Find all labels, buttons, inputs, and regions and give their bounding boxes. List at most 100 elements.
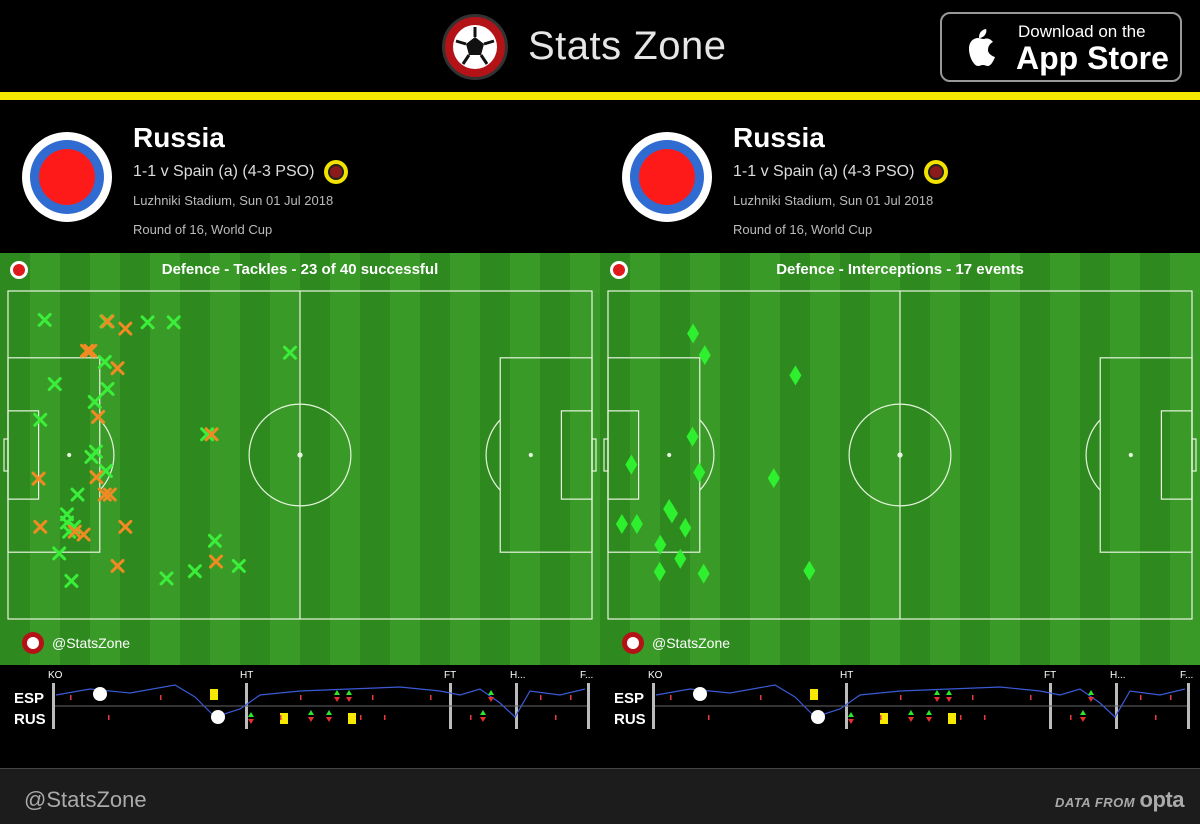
interception-mark [654, 534, 667, 555]
competition-badge-icon [924, 160, 948, 184]
pitch-lines [3, 290, 597, 620]
event-tick [670, 695, 672, 700]
interception-mark [615, 513, 628, 534]
timeline-chart: KO HT FT H... F... ESP RUS [14, 670, 593, 729]
interception-mark [686, 426, 699, 447]
sub-off-icon [1080, 717, 1086, 722]
centre-spot [897, 452, 903, 458]
yellow-card-rus-icon [280, 713, 288, 724]
penalty-area-right [1099, 357, 1193, 553]
yellow-divider [0, 92, 1200, 100]
event-tick [384, 715, 386, 720]
timeline-period-divider [1187, 683, 1190, 729]
timeline-momentum-line [655, 684, 1186, 718]
sub-on-icon [488, 690, 494, 695]
timeline-label: FT [444, 670, 456, 681]
tackle-fail-mark [33, 519, 48, 534]
sub-off-icon [934, 697, 940, 702]
penalty-arc-right [485, 419, 501, 491]
panel-interceptions: Russia 1-1 v Spain (a) (4-3 PSO) Luzhnik… [600, 100, 1200, 768]
tackle-fail-mark [118, 321, 133, 336]
match-round: Round of 16, World Cup [733, 222, 873, 237]
interception-mark [693, 462, 706, 483]
sub-off-icon [848, 719, 854, 724]
goal-left [603, 438, 609, 472]
tackle-fail-mark [31, 471, 46, 486]
stats-zone-small-icon [622, 632, 644, 654]
timeline-team-esp: ESP [14, 690, 44, 707]
sub-on-icon [946, 690, 952, 695]
match-result: 1-1 v Spain (a) (4-3 PSO) [133, 163, 315, 180]
sub-off-icon [334, 697, 340, 702]
data-provider: DATA FROM opta [1055, 787, 1184, 813]
data-from-label: DATA FROM [1055, 795, 1136, 810]
app-store-line2: App Store [1016, 40, 1169, 76]
apple-icon [969, 29, 995, 66]
footer-handle: @StatsZone [24, 787, 147, 812]
sub-off-icon [346, 697, 352, 702]
sub-on-icon [480, 710, 486, 715]
event-tick [1070, 715, 1072, 720]
panel-tackles: Russia 1-1 v Spain (a) (4-3 PSO) Luzhnik… [0, 100, 600, 768]
tackle-success-mark [231, 558, 246, 573]
goal-right [1191, 438, 1197, 472]
penalty-arc-left [99, 419, 115, 491]
footer: @StatsZone DATA FROM opta [0, 768, 1200, 824]
opta-logo: opta [1139, 787, 1185, 812]
sub-on-icon [346, 690, 352, 695]
tackle-success-mark [159, 571, 174, 586]
event-tick [960, 715, 962, 720]
sub-on-icon [334, 690, 340, 695]
goal-esp-icon [693, 687, 707, 701]
tackle-fail-mark [100, 314, 115, 329]
app-store-line1: Download on the [1018, 22, 1146, 41]
sub-on-icon [848, 712, 854, 717]
match-result: 1-1 v Spain (a) (4-3 PSO) [733, 163, 915, 180]
goal-left [3, 438, 9, 472]
timeline-label: H... [510, 670, 526, 681]
tackle-success-mark [187, 564, 202, 579]
stats-zone-logo-icon [442, 14, 508, 80]
event-tick [1030, 695, 1032, 700]
goal-area-right [1160, 410, 1193, 500]
event-tick [360, 715, 362, 720]
match-venue: Luzhniki Stadium, Sun 01 Jul 2018 [733, 193, 934, 208]
tackle-success-mark [47, 377, 62, 392]
tackle-success-mark [140, 315, 155, 330]
event-tick [972, 695, 974, 700]
tackle-success-mark [282, 345, 297, 360]
sub-off-icon [946, 697, 952, 702]
interception-mark [803, 560, 816, 581]
event-tick [280, 715, 282, 720]
event-tick [900, 695, 902, 700]
goal-rus-icon [811, 710, 825, 724]
timeline-momentum-line [55, 684, 586, 718]
app-store-button[interactable]: Download on the App Store [940, 12, 1182, 82]
event-tick [880, 715, 882, 720]
yellow-card-rus-icon [880, 713, 888, 724]
yellow-card-rus-icon [348, 713, 356, 724]
interception-mark [625, 454, 638, 475]
timeline-team-rus: RUS [614, 711, 646, 728]
match-timeline: KO HT FT H... F... ESP RUS [600, 665, 1200, 768]
tackle-fail-mark [83, 343, 98, 358]
pitch-title: Defence - Tackles - 23 of 40 successful [161, 261, 439, 278]
tackle-fail-mark [76, 527, 91, 542]
timeline-label: F... [580, 670, 593, 681]
tackle-fail-mark [89, 470, 104, 485]
goal-area-right [560, 410, 593, 500]
penalty-spot-right [1128, 452, 1133, 458]
sub-on-icon [1080, 710, 1086, 715]
timeline-team-esp: ESP [614, 690, 644, 707]
tackle-success-mark [37, 312, 52, 327]
timeline-period-divider [52, 683, 55, 729]
tackle-success-mark [97, 354, 112, 369]
yellow-card-esp-icon [810, 689, 818, 700]
penalty-spot-left [667, 452, 672, 458]
match-timeline: KO HT FT H... F... ESP RUS [0, 665, 600, 768]
tackle-success-mark [52, 546, 67, 561]
match-venue: Luzhniki Stadium, Sun 01 Jul 2018 [133, 193, 334, 208]
team-dot-icon [610, 261, 628, 279]
sub-off-icon [480, 717, 486, 722]
